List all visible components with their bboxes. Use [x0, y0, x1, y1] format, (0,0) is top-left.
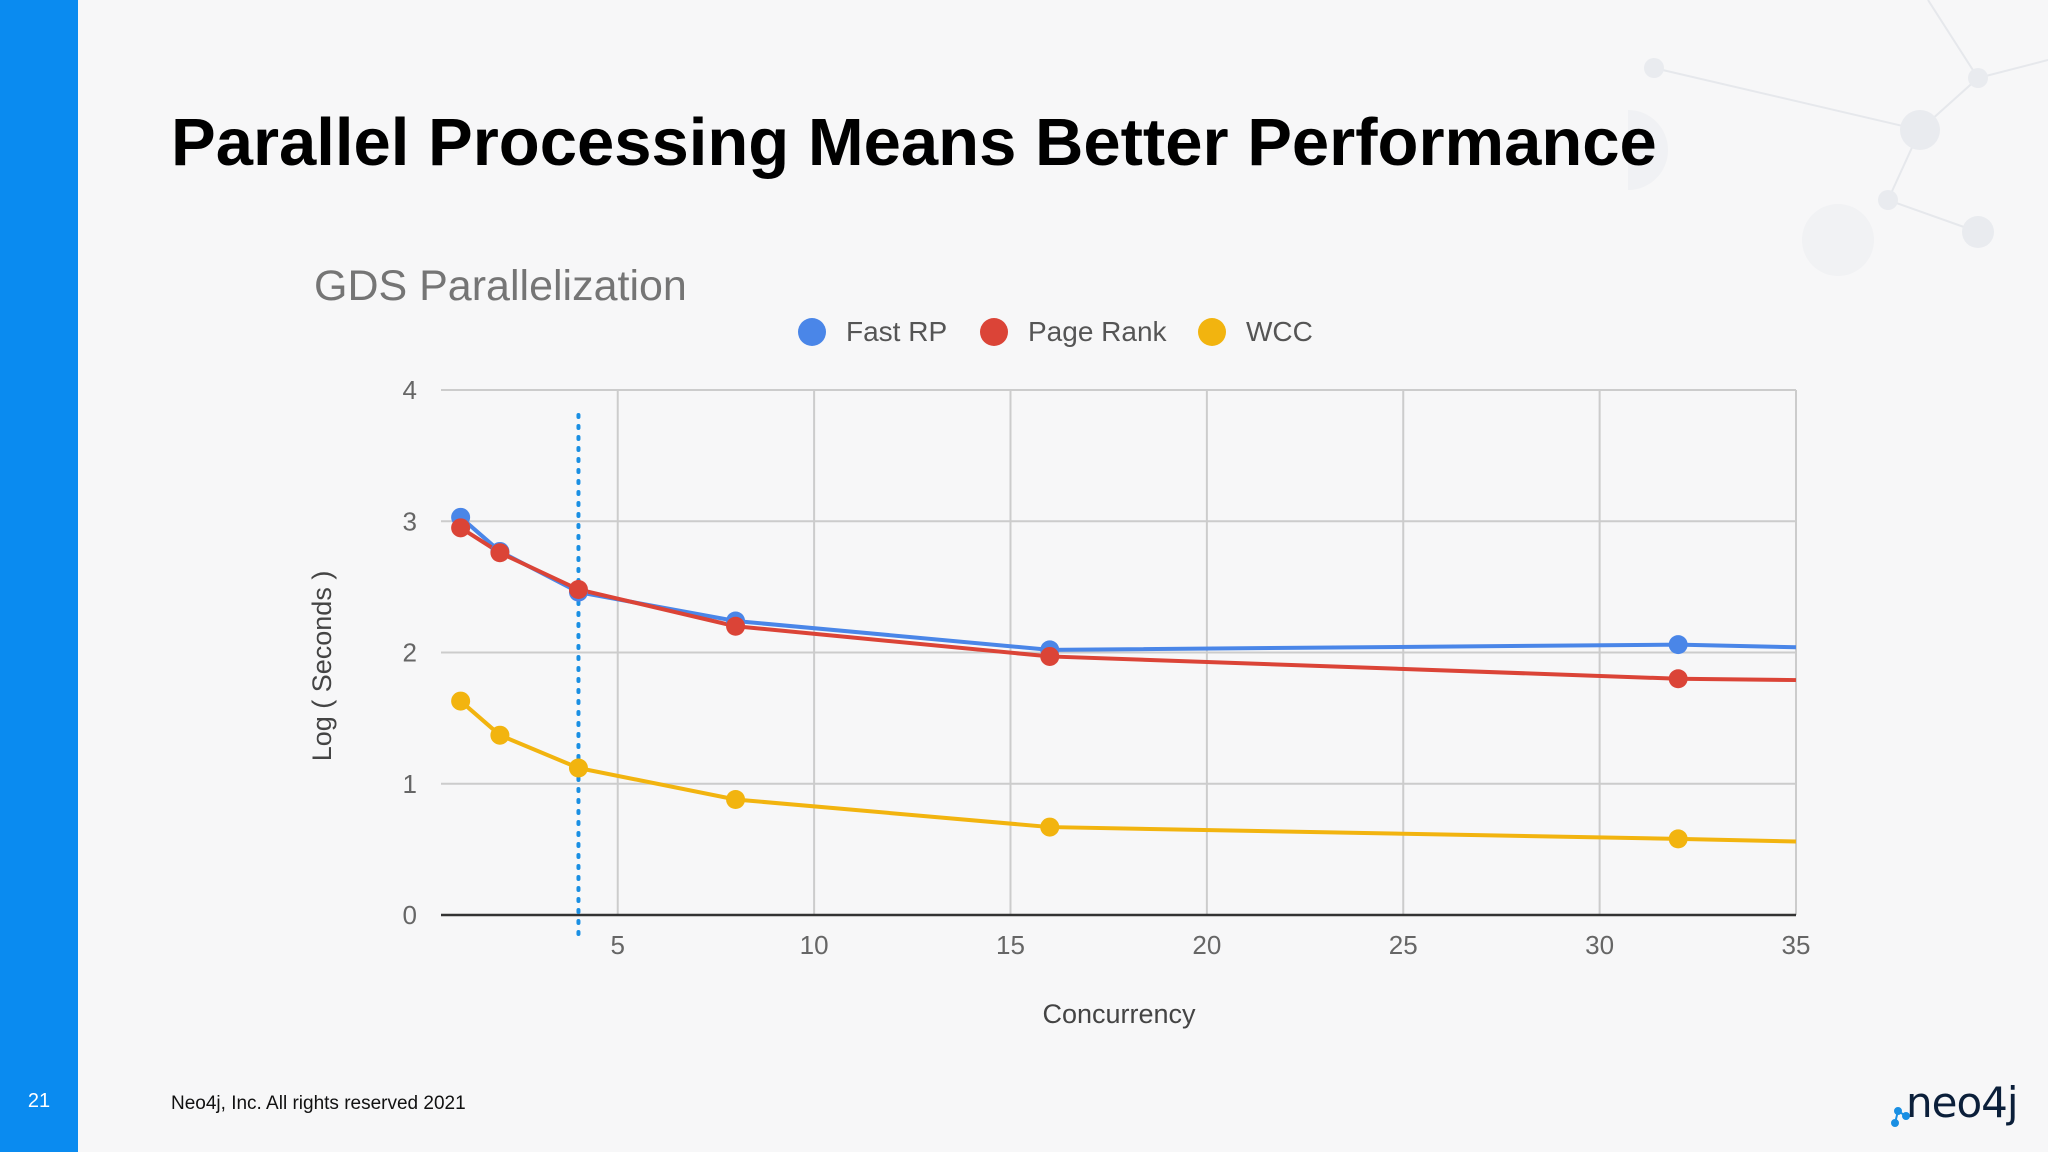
x-tick-label: 25 — [1389, 930, 1418, 960]
series-line-fast-rp — [459, 515, 1797, 652]
slide-title: Parallel Processing Means Better Perform… — [171, 105, 1657, 180]
network-decoration — [1628, 0, 2048, 276]
data-point-page-rank — [1040, 646, 1060, 666]
data-point-page-rank — [1668, 669, 1688, 689]
y-tick-label: 2 — [403, 638, 417, 668]
legend-swatch — [798, 318, 826, 346]
series-line-wcc — [459, 699, 1797, 844]
data-point-wcc — [1668, 829, 1688, 849]
chart-series — [451, 413, 1797, 937]
x-axis-label: Concurrency — [1042, 999, 1196, 1029]
x-tick-label: 20 — [1192, 930, 1221, 960]
data-point-page-rank — [568, 580, 588, 599]
chart-grid — [441, 389, 1797, 915]
data-point-wcc — [490, 725, 510, 745]
x-tick-label: 35 — [1782, 930, 1811, 960]
legend-label: Fast RP — [846, 316, 947, 347]
legend-label: WCC — [1246, 316, 1313, 347]
x-tick-label: 10 — [800, 930, 829, 960]
y-tick-label: 1 — [403, 769, 417, 799]
y-axis-label: Log ( Seconds ) — [307, 571, 337, 762]
legend-label: Page Rank — [1028, 316, 1168, 347]
legend-swatch — [1198, 318, 1226, 346]
data-point-fast-rp — [1668, 635, 1688, 655]
legend-swatch — [980, 318, 1008, 346]
data-point-wcc — [1040, 817, 1060, 837]
chart-title: GDS Parallelization — [314, 262, 687, 310]
data-point-wcc — [568, 758, 588, 778]
y-tick-label: 3 — [403, 506, 417, 536]
side-accent-bar — [0, 0, 78, 1152]
data-point-page-rank — [451, 518, 471, 538]
data-point-wcc — [451, 691, 471, 711]
y-tick-label: 0 — [403, 900, 417, 930]
series-line-page-rank — [459, 526, 1797, 683]
neo4j-logo-mark — [1891, 1107, 1910, 1127]
data-point-page-rank — [726, 616, 746, 636]
chart-legend: Fast RP Page Rank WCC — [798, 316, 1313, 347]
x-tick-label: 5 — [611, 930, 625, 960]
y-tick-label: 4 — [403, 375, 417, 405]
neo4j-logo-text: neo4j — [1906, 1078, 2019, 1127]
data-point-wcc — [726, 790, 746, 809]
x-tick-label: 15 — [996, 930, 1025, 960]
data-point-page-rank — [490, 543, 510, 563]
chart-axes: 0 1 2 3 4 5 10 15 20 25 30 35 — [403, 375, 1811, 960]
footer-copyright: Neo4j, Inc. All rights reserved 2021 — [171, 1093, 466, 1114]
x-tick-label: 30 — [1585, 930, 1614, 960]
page-number: 21 — [27, 1090, 51, 1112]
